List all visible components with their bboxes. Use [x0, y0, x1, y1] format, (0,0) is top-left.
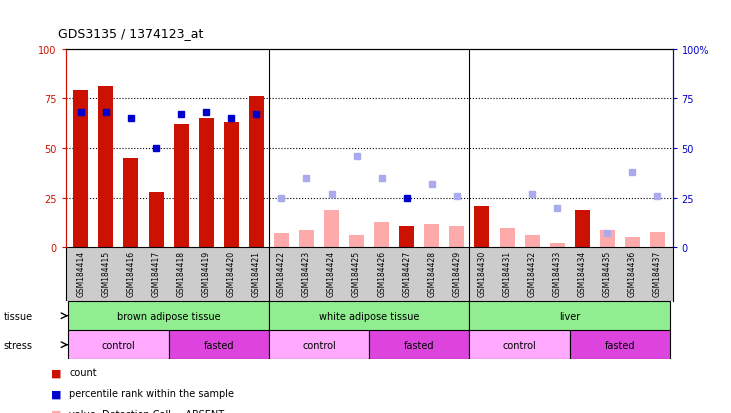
- Bar: [575, 210, 590, 248]
- Text: GSM184422: GSM184422: [277, 250, 286, 297]
- Text: liver: liver: [559, 311, 580, 321]
- Bar: [124, 159, 138, 248]
- Bar: [469, 301, 670, 330]
- Text: GSM184416: GSM184416: [126, 250, 135, 297]
- Text: fasted: fasted: [203, 340, 234, 350]
- Bar: [99, 87, 113, 248]
- Text: control: control: [503, 340, 537, 350]
- Text: GSM184419: GSM184419: [202, 250, 211, 297]
- Text: control: control: [102, 340, 135, 350]
- Text: GSM184430: GSM184430: [477, 250, 486, 297]
- Bar: [499, 228, 515, 248]
- Bar: [424, 224, 439, 248]
- Bar: [469, 330, 569, 359]
- Bar: [569, 330, 670, 359]
- Text: GSM184424: GSM184424: [327, 250, 336, 297]
- Bar: [269, 330, 369, 359]
- Bar: [650, 232, 665, 248]
- Text: tissue: tissue: [4, 311, 33, 321]
- Bar: [73, 91, 88, 248]
- Text: GSM184429: GSM184429: [452, 250, 461, 297]
- Bar: [68, 330, 169, 359]
- Text: GSM184420: GSM184420: [227, 250, 236, 297]
- Text: GSM184417: GSM184417: [151, 250, 161, 297]
- Bar: [374, 222, 389, 248]
- Text: GSM184427: GSM184427: [402, 250, 412, 297]
- Text: GSM184437: GSM184437: [653, 250, 662, 297]
- Text: fasted: fasted: [404, 340, 434, 350]
- Bar: [525, 236, 539, 248]
- Text: GSM184431: GSM184431: [502, 250, 512, 297]
- Text: percentile rank within the sample: percentile rank within the sample: [69, 388, 235, 398]
- Bar: [148, 192, 164, 248]
- Text: ■: ■: [51, 388, 61, 398]
- Bar: [199, 119, 213, 248]
- Text: GSM184423: GSM184423: [302, 250, 311, 297]
- Text: GSM184418: GSM184418: [177, 250, 186, 297]
- Bar: [68, 301, 269, 330]
- Text: GSM184433: GSM184433: [553, 250, 561, 297]
- Bar: [369, 330, 469, 359]
- Text: ■: ■: [51, 409, 61, 413]
- Text: stress: stress: [4, 340, 33, 350]
- Bar: [550, 244, 565, 248]
- Text: fasted: fasted: [605, 340, 635, 350]
- Bar: [173, 125, 189, 248]
- Text: control: control: [302, 340, 336, 350]
- Text: value, Detection Call = ABSENT: value, Detection Call = ABSENT: [69, 409, 224, 413]
- Bar: [324, 210, 339, 248]
- Text: GSM184421: GSM184421: [252, 250, 261, 297]
- Text: GSM184432: GSM184432: [528, 250, 537, 297]
- Text: GSM184435: GSM184435: [603, 250, 612, 297]
- Bar: [349, 236, 364, 248]
- Text: GSM184434: GSM184434: [577, 250, 587, 297]
- Text: ■: ■: [51, 368, 61, 377]
- Bar: [600, 230, 615, 248]
- Text: brown adipose tissue: brown adipose tissue: [117, 311, 220, 321]
- Bar: [169, 330, 269, 359]
- Text: GSM184414: GSM184414: [76, 250, 86, 297]
- Bar: [249, 97, 264, 248]
- Bar: [450, 226, 464, 248]
- Text: count: count: [69, 368, 97, 377]
- Text: GSM184415: GSM184415: [102, 250, 110, 297]
- Text: GSM184428: GSM184428: [428, 250, 436, 297]
- Bar: [399, 226, 414, 248]
- Text: GSM184436: GSM184436: [628, 250, 637, 297]
- Text: GDS3135 / 1374123_at: GDS3135 / 1374123_at: [58, 27, 204, 40]
- Bar: [274, 234, 289, 248]
- Bar: [474, 206, 490, 248]
- Text: white adipose tissue: white adipose tissue: [319, 311, 420, 321]
- Bar: [625, 238, 640, 248]
- Text: GSM184425: GSM184425: [352, 250, 361, 297]
- Text: GSM184426: GSM184426: [377, 250, 386, 297]
- Bar: [224, 123, 239, 248]
- Bar: [299, 230, 314, 248]
- Bar: [269, 301, 469, 330]
